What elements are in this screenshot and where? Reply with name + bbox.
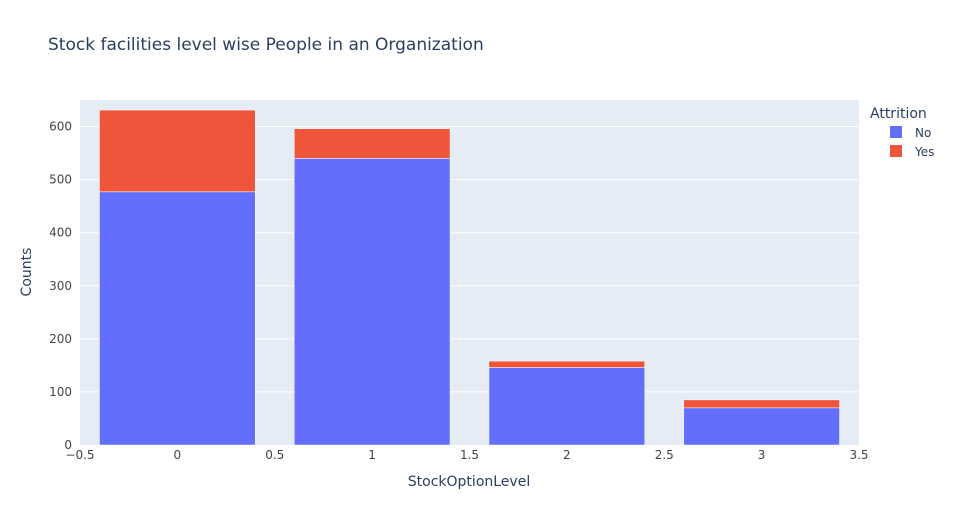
bars-layer bbox=[99, 109, 840, 446]
bar-yes-3[interactable] bbox=[683, 399, 840, 409]
x-tick-label: 3 bbox=[758, 448, 766, 462]
bar-yes-2[interactable] bbox=[488, 360, 646, 368]
x-tick-label: 2.5 bbox=[655, 448, 674, 462]
x-tick-label: 1 bbox=[368, 448, 376, 462]
legend-swatch-no bbox=[890, 126, 902, 138]
y-tick-label: 100 bbox=[49, 385, 72, 399]
legend: Attrition No Yes bbox=[870, 106, 934, 159]
legend-label-yes: Yes bbox=[914, 145, 934, 159]
x-tick-label: 0.5 bbox=[265, 448, 284, 462]
y-tick-label: 600 bbox=[49, 120, 72, 134]
y-tick-label: 400 bbox=[49, 226, 72, 240]
bar-yes-1[interactable] bbox=[293, 128, 451, 159]
legend-item-no[interactable]: No bbox=[890, 126, 931, 140]
x-tick-label: −0.5 bbox=[65, 448, 94, 462]
y-tick-label: 500 bbox=[49, 173, 72, 187]
legend-label-no: No bbox=[915, 126, 931, 140]
y-tick-label: 200 bbox=[49, 332, 72, 346]
x-tick-label: 0 bbox=[174, 448, 182, 462]
x-axis-label: StockOptionLevel bbox=[408, 474, 530, 490]
legend-item-yes[interactable]: Yes bbox=[890, 145, 934, 159]
bar-no-3[interactable] bbox=[683, 407, 840, 446]
y-tick-label: 0 bbox=[64, 438, 72, 452]
bar-no-2[interactable] bbox=[488, 367, 646, 446]
x-tick-label: 1.5 bbox=[460, 448, 479, 462]
legend-swatch-yes bbox=[890, 145, 902, 157]
bar-no-0[interactable] bbox=[99, 191, 256, 446]
bar-no-1[interactable] bbox=[293, 158, 451, 446]
chart-title: Stock facilities level wise People in an… bbox=[48, 35, 484, 55]
y-axis-label: Counts bbox=[19, 248, 35, 297]
bar-yes-0[interactable] bbox=[99, 109, 256, 193]
x-tick-label: 2 bbox=[563, 448, 571, 462]
x-tick-label: 3.5 bbox=[849, 448, 868, 462]
y-tick-label: 300 bbox=[49, 279, 72, 293]
legend-title: Attrition bbox=[870, 106, 927, 122]
